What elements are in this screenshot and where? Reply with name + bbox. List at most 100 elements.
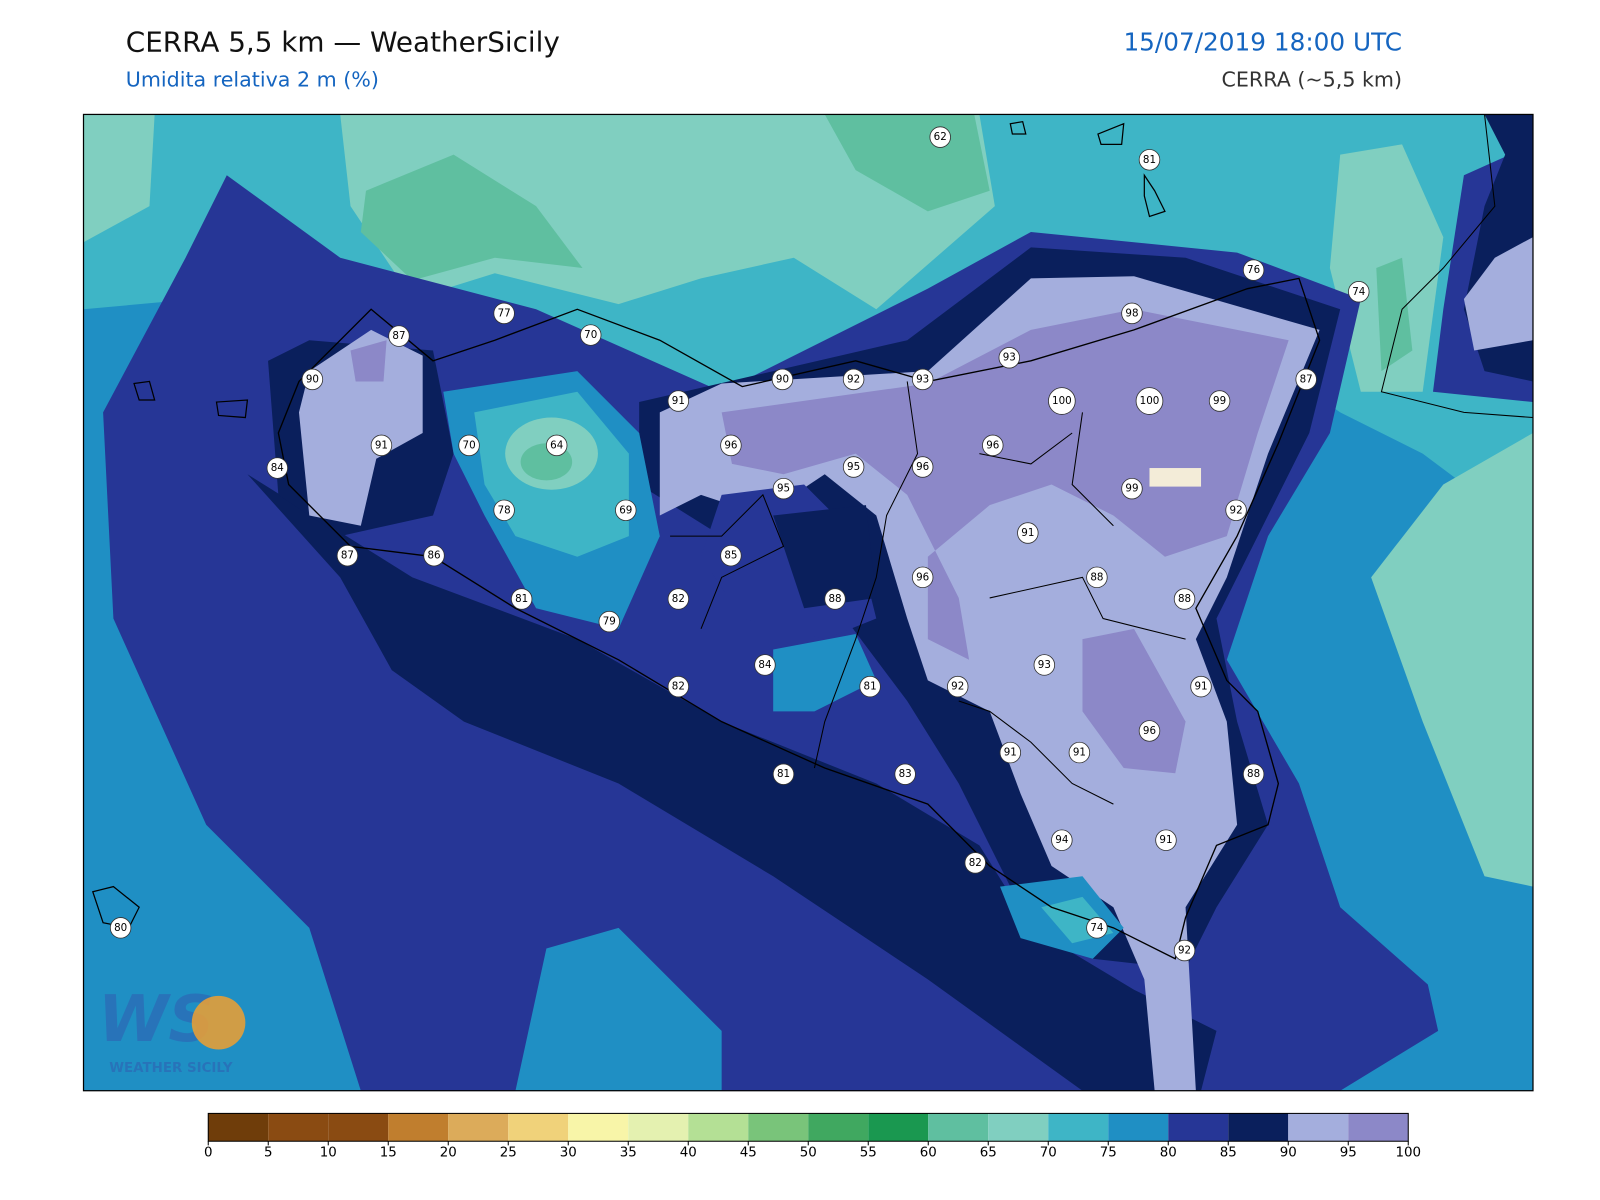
station-marker: [842, 368, 865, 391]
station: 82: [964, 852, 986, 874]
logo-text: WEATHER SICILY: [109, 1061, 233, 1076]
colorbar-tick-label: 40: [680, 1146, 697, 1161]
colorbar-bin: [928, 1113, 989, 1142]
station-value: 96: [916, 461, 929, 473]
station-value: 96: [916, 571, 929, 583]
station: 91: [1155, 829, 1177, 851]
station-value: 92: [1178, 945, 1191, 957]
station: 99: [1208, 390, 1231, 412]
field-contour: [340, 114, 995, 310]
station-marker: [947, 675, 969, 698]
field-contour: [1082, 628, 1186, 774]
station-marker: [336, 544, 359, 567]
colorbar-tick-label: 70: [1040, 1146, 1057, 1161]
subtitle: Umidita relativa 2 m (%): [126, 67, 379, 91]
station-marker: [1190, 675, 1212, 698]
colorbar-bin: [868, 1113, 929, 1142]
station-value: 82: [672, 681, 685, 693]
colorbar-tick-label: 10: [320, 1146, 337, 1161]
station: 92: [1173, 939, 1196, 962]
station-value: 100: [1140, 395, 1160, 407]
station-marker: [998, 347, 1020, 369]
station: 100: [1135, 387, 1164, 415]
station-value: 76: [1247, 264, 1260, 276]
colorbar-bin: [1048, 1113, 1109, 1142]
map-frame: [82, 113, 1534, 1092]
field-contour: [773, 505, 877, 609]
station: 76: [1242, 259, 1265, 281]
colorbar-tick-label: 55: [860, 1146, 877, 1161]
station: 96: [982, 434, 1004, 457]
colorbar-tick-label: 80: [1160, 1146, 1177, 1161]
station: 87: [388, 325, 410, 347]
stations: 62 81 76 74 77 70 87 98 93 90 90 92 93 87 91 100 100 99 91…: [109, 126, 1370, 962]
station-marker: [911, 456, 934, 478]
station-value: 90: [306, 373, 319, 385]
colorbar-bin: [388, 1113, 449, 1142]
station-value: 69: [619, 504, 632, 516]
colorbar-tick-label: 95: [1340, 1146, 1357, 1161]
station-value: 86: [427, 550, 440, 562]
station-value: 91: [672, 395, 685, 407]
station-marker: [1121, 302, 1143, 325]
colorbar: 0 5 10 15 20 25 30 35 40 45 50 55 60 65 70 75 80 85 90 95 10…: [204, 1112, 1421, 1161]
station: 83: [894, 763, 916, 785]
station-marker: [1173, 588, 1196, 610]
station: 92: [947, 675, 969, 698]
station: 93: [1033, 654, 1056, 676]
station-value: 96: [724, 439, 737, 451]
station-marker: [1051, 829, 1073, 851]
station: 84: [754, 654, 776, 676]
station-marker: [1225, 499, 1247, 522]
colorbar-bin: [628, 1113, 689, 1142]
station-value: 81: [864, 681, 877, 693]
station: 93: [998, 347, 1020, 369]
station: 93: [911, 368, 934, 391]
station-value: 62: [934, 131, 947, 143]
islands: [91, 120, 1166, 929]
colorbar-tick-label: 100: [1395, 1146, 1421, 1161]
station-marker: [109, 917, 132, 939]
station-marker: [894, 763, 916, 785]
station: 88: [1086, 566, 1108, 589]
colorbar-bin: [268, 1113, 329, 1142]
station-value: 84: [271, 462, 284, 474]
station: 84: [266, 457, 289, 479]
station-value: 95: [777, 483, 790, 495]
map-field: 62 81 76 74 77 70 87 98 93 90 90 92 93 87 91 100 100 99 91…: [83, 114, 1533, 1091]
station: 96: [1138, 720, 1161, 742]
colorbar-tick-label: 90: [1280, 1146, 1297, 1161]
station-value: 88: [1247, 768, 1260, 780]
station-marker: [423, 544, 445, 567]
station-value: 100: [1052, 395, 1072, 407]
station-value: 96: [986, 439, 999, 451]
colorbar-bin: [748, 1113, 809, 1142]
station-marker: [1135, 387, 1164, 415]
station: 69: [615, 499, 637, 522]
station-marker: [266, 457, 289, 479]
station: 91: [999, 741, 1022, 764]
colorbar-bin: [988, 1113, 1049, 1142]
station: 81: [1138, 149, 1161, 171]
station: 90: [301, 368, 324, 391]
station-marker: [999, 741, 1022, 764]
station-value: 91: [375, 439, 388, 451]
coastline: [277, 277, 1321, 960]
colorbar-tick-label: 65: [980, 1146, 997, 1161]
station: 86: [423, 544, 445, 567]
station-marker: [842, 456, 865, 478]
station-marker: [1138, 149, 1161, 171]
station-marker: [771, 368, 794, 391]
colorbar-tick-label: 30: [560, 1146, 577, 1161]
station-value: 88: [1090, 571, 1103, 583]
station-marker: [510, 588, 533, 610]
station-marker: [667, 675, 690, 698]
station: 85: [720, 544, 742, 567]
station-value: 70: [463, 439, 476, 451]
station: 91: [1017, 522, 1039, 544]
station-marker: [615, 499, 637, 522]
station-value: 64: [550, 439, 563, 451]
station: 70: [579, 324, 602, 346]
station-value: 88: [1178, 593, 1191, 605]
